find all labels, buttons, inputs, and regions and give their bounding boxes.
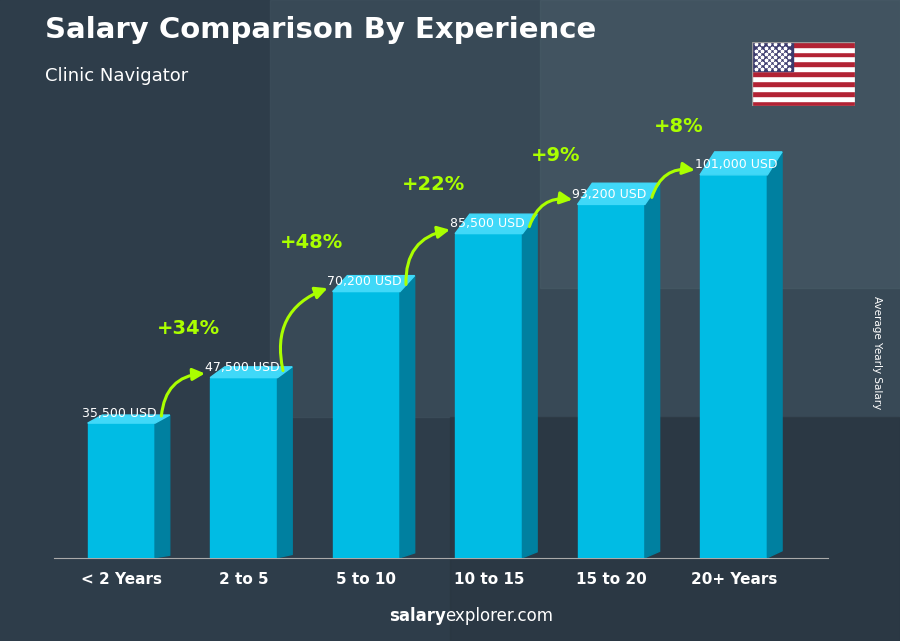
Polygon shape bbox=[333, 276, 415, 292]
Bar bbox=[752, 81, 855, 86]
Bar bbox=[752, 42, 855, 47]
Bar bbox=[752, 42, 793, 71]
Bar bbox=[210, 378, 277, 558]
Bar bbox=[752, 71, 855, 76]
Polygon shape bbox=[645, 183, 660, 558]
Bar bbox=[752, 76, 855, 81]
Bar bbox=[450, 417, 900, 641]
Bar bbox=[455, 233, 522, 558]
Bar bbox=[752, 101, 855, 106]
Bar bbox=[752, 96, 855, 101]
Polygon shape bbox=[87, 415, 170, 423]
Polygon shape bbox=[455, 214, 537, 233]
Bar bbox=[270, 0, 900, 417]
Text: 93,200 USD: 93,200 USD bbox=[572, 188, 646, 201]
Bar bbox=[752, 86, 855, 91]
Text: 85,500 USD: 85,500 USD bbox=[450, 217, 525, 230]
Text: salary: salary bbox=[389, 607, 446, 625]
Polygon shape bbox=[522, 214, 537, 558]
Polygon shape bbox=[768, 152, 782, 558]
Bar bbox=[540, 0, 900, 288]
Bar bbox=[752, 91, 855, 96]
Bar bbox=[752, 66, 855, 71]
Polygon shape bbox=[578, 183, 660, 204]
Text: +9%: +9% bbox=[531, 146, 580, 165]
Polygon shape bbox=[210, 367, 292, 378]
Bar bbox=[87, 423, 155, 558]
Text: explorer.com: explorer.com bbox=[446, 607, 554, 625]
Text: 101,000 USD: 101,000 USD bbox=[695, 158, 777, 171]
Polygon shape bbox=[700, 152, 782, 175]
Text: 47,500 USD: 47,500 USD bbox=[204, 361, 279, 374]
Bar bbox=[700, 175, 768, 558]
Text: 70,200 USD: 70,200 USD bbox=[327, 275, 401, 288]
Text: +8%: +8% bbox=[653, 117, 704, 136]
Polygon shape bbox=[155, 415, 170, 558]
Text: +34%: +34% bbox=[158, 319, 220, 338]
Bar bbox=[578, 204, 645, 558]
Bar bbox=[752, 56, 855, 62]
Polygon shape bbox=[277, 367, 292, 558]
Polygon shape bbox=[400, 276, 415, 558]
Text: Clinic Navigator: Clinic Navigator bbox=[45, 67, 188, 85]
Text: Average Yearly Salary: Average Yearly Salary bbox=[872, 296, 883, 409]
Bar bbox=[752, 51, 855, 56]
Text: Salary Comparison By Experience: Salary Comparison By Experience bbox=[45, 16, 596, 44]
Text: +48%: +48% bbox=[280, 233, 343, 253]
Text: +22%: +22% bbox=[402, 176, 465, 194]
Text: 35,500 USD: 35,500 USD bbox=[82, 406, 157, 420]
Bar bbox=[333, 292, 400, 558]
Bar bbox=[752, 62, 855, 66]
Bar bbox=[752, 47, 855, 51]
